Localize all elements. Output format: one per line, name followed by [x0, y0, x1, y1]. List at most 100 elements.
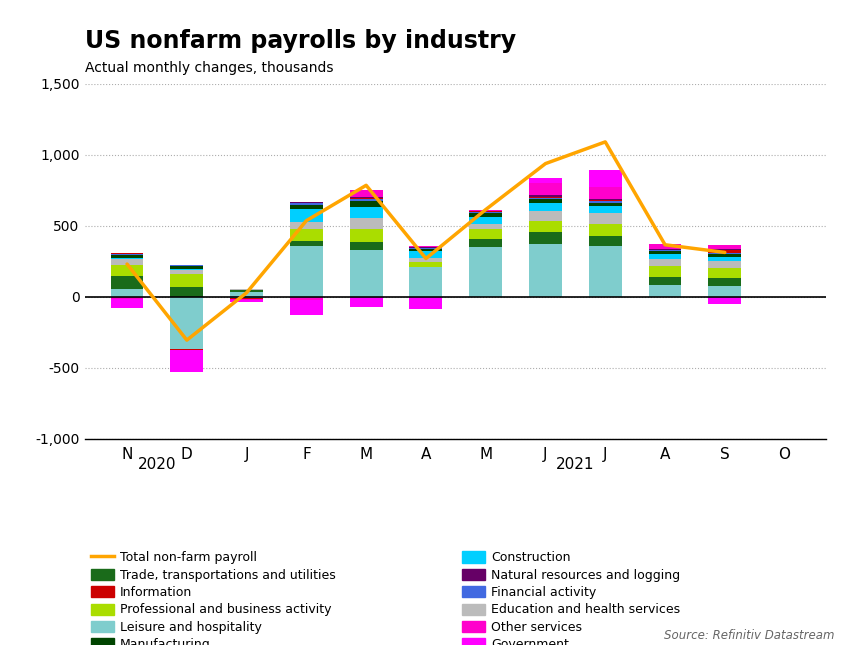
Bar — [111, 253, 143, 255]
Bar — [469, 213, 502, 217]
Bar — [290, 203, 323, 204]
Bar — [111, 255, 143, 258]
Bar — [708, 254, 741, 257]
Bar — [708, 268, 741, 278]
Bar — [111, 297, 143, 299]
Bar — [290, 297, 323, 299]
Bar — [529, 232, 562, 244]
Bar — [410, 297, 442, 309]
Legend: Construction, Natural resources and logging, Financial activity, Education and h: Construction, Natural resources and logg… — [462, 551, 680, 645]
Bar — [349, 242, 383, 250]
Bar — [589, 213, 622, 224]
Bar — [648, 266, 682, 277]
Bar — [290, 222, 323, 228]
Bar — [469, 229, 502, 239]
Bar — [349, 201, 383, 207]
Bar — [410, 248, 442, 249]
Bar — [111, 264, 143, 276]
Bar — [708, 246, 741, 250]
Bar — [410, 252, 442, 258]
Bar — [349, 199, 383, 201]
Bar — [349, 197, 383, 199]
Bar — [589, 206, 622, 213]
Bar — [469, 210, 502, 211]
Bar — [290, 208, 323, 222]
Bar — [111, 259, 143, 264]
Text: Source: Refinitiv Datastream: Source: Refinitiv Datastream — [665, 629, 835, 642]
Bar — [708, 253, 741, 254]
Bar — [111, 276, 143, 289]
Bar — [230, 299, 263, 300]
Bar — [529, 203, 562, 211]
Bar — [708, 297, 741, 304]
Bar — [529, 199, 562, 203]
Bar — [170, 350, 204, 372]
Bar — [410, 249, 442, 252]
Bar — [230, 290, 263, 292]
Bar — [170, 265, 204, 266]
Bar — [589, 203, 622, 206]
Bar — [648, 244, 682, 249]
Bar — [529, 221, 562, 232]
Text: 2020: 2020 — [138, 457, 176, 472]
Bar — [589, 236, 622, 246]
Text: Actual monthly changes, thousands: Actual monthly changes, thousands — [85, 61, 334, 75]
Bar — [111, 299, 143, 308]
Bar — [589, 201, 622, 203]
Bar — [349, 228, 383, 242]
Bar — [469, 212, 502, 213]
Bar — [589, 170, 622, 187]
Bar — [170, 270, 204, 274]
Bar — [290, 204, 323, 208]
Bar — [708, 261, 741, 268]
Bar — [648, 254, 682, 259]
Bar — [648, 252, 682, 254]
Bar — [469, 239, 502, 247]
Bar — [529, 197, 562, 199]
Bar — [290, 228, 323, 241]
Bar — [529, 183, 562, 195]
Bar — [708, 257, 741, 261]
Bar — [111, 289, 143, 297]
Bar — [290, 241, 323, 246]
Bar — [708, 250, 741, 253]
Bar — [410, 258, 442, 262]
Bar — [349, 250, 383, 297]
Bar — [230, 289, 263, 290]
Bar — [170, 266, 204, 269]
Bar — [170, 274, 204, 287]
Bar — [708, 286, 741, 297]
Bar — [230, 292, 263, 297]
Bar — [469, 247, 502, 297]
Bar — [170, 297, 204, 350]
Bar — [170, 287, 204, 297]
Bar — [529, 211, 562, 221]
Bar — [230, 300, 263, 303]
Bar — [469, 224, 502, 229]
Text: US nonfarm payrolls by industry: US nonfarm payrolls by industry — [85, 29, 516, 53]
Bar — [529, 244, 562, 297]
Bar — [349, 297, 383, 306]
Bar — [648, 284, 682, 297]
Bar — [410, 246, 442, 248]
Bar — [589, 199, 622, 200]
Bar — [469, 217, 502, 224]
Bar — [589, 246, 622, 297]
Bar — [589, 224, 622, 236]
Bar — [708, 278, 741, 286]
Bar — [349, 190, 383, 197]
Bar — [410, 268, 442, 297]
Bar — [589, 200, 622, 201]
Bar — [410, 262, 442, 268]
Bar — [349, 218, 383, 228]
Bar — [529, 195, 562, 197]
Bar — [529, 178, 562, 183]
Bar — [648, 259, 682, 266]
Bar — [290, 299, 323, 315]
Bar — [290, 246, 323, 297]
Bar — [349, 207, 383, 218]
Bar — [589, 187, 622, 199]
Bar — [648, 277, 682, 284]
Bar — [648, 250, 682, 252]
Bar — [111, 258, 143, 259]
